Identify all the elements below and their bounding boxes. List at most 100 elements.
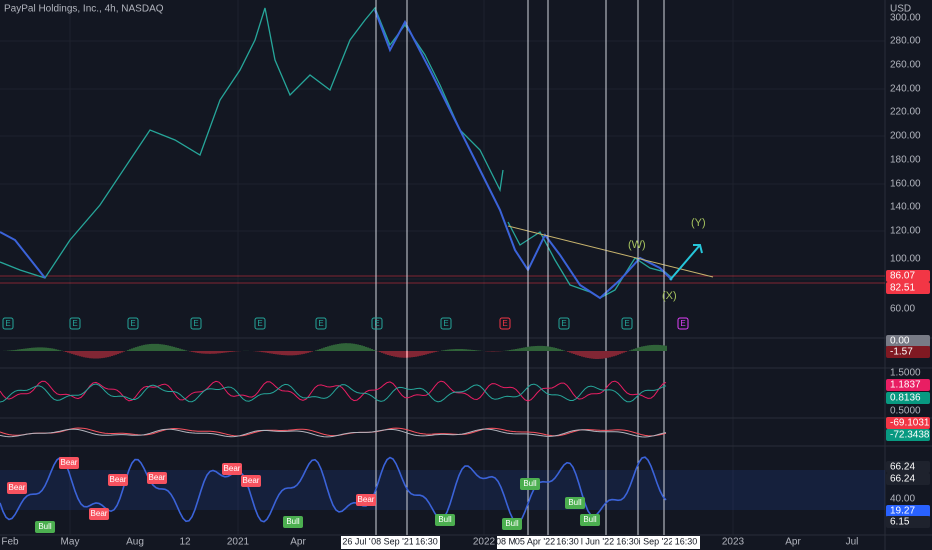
indicator-badge: 0.8136: [890, 393, 921, 404]
earnings-marker: [558, 317, 570, 330]
earnings-marker: [190, 317, 202, 330]
signal-tag: [108, 474, 128, 486]
arrow-head: [693, 244, 703, 254]
projection-arrow: [669, 244, 701, 281]
crosshair-lines: [375, 0, 665, 535]
crosshair-time-label: 08 M: [496, 536, 516, 546]
trend-curve: [0, 231, 46, 279]
indicator-badge: -72.3438: [890, 430, 930, 441]
earnings-label: E: [561, 319, 566, 328]
crosshair-time-bg: [615, 536, 640, 549]
signal-label: Bear: [224, 464, 241, 473]
earnings-marker: [440, 317, 452, 330]
time-tick-label: 2021: [227, 537, 250, 548]
signal-tag: [565, 497, 585, 509]
time-tick-label: Apr: [290, 537, 306, 548]
earnings-marker: [254, 317, 266, 330]
indicator-badge-bg: [886, 346, 930, 358]
earnings-marker: [677, 317, 689, 330]
time-tick-label: 2022: [473, 537, 496, 548]
earnings-marker: [127, 317, 139, 330]
price-tick-label: 120.00: [890, 226, 921, 237]
crosshair-time-bg: [580, 536, 615, 549]
time-tick-label: Feb: [1, 537, 19, 548]
signal-tag: [147, 472, 167, 484]
crosshair-time-label: 05 Apr '22: [515, 536, 555, 546]
signal-tag: [580, 514, 600, 526]
earnings-marker: [2, 317, 14, 330]
signal-tag: [356, 494, 376, 506]
signal-tag: [520, 478, 540, 490]
symbol-title: PayPal Holdings, Inc., 4h, NASDAQ: [4, 4, 164, 15]
signal-label: Bull: [523, 479, 537, 488]
time-tick-label: 12: [179, 537, 191, 548]
indicator-badge-bg: [886, 392, 930, 404]
indicator-badge: -69.1031: [890, 418, 930, 429]
indicator-badge-bg: [886, 417, 930, 429]
wave-label: (Y): [691, 217, 706, 229]
signal-label: Bull: [286, 517, 300, 526]
signal-tag: [222, 463, 242, 475]
oscillator-line: [0, 456, 667, 524]
signal-tag: [7, 482, 27, 494]
indicator-badge: 0.5000: [890, 406, 921, 417]
price-badge: 82.51: [890, 283, 915, 294]
crosshair-time-bg: [341, 536, 372, 549]
crosshair-time-bg: [640, 536, 672, 549]
price-tick-label: 60.00: [890, 304, 915, 315]
crosshair-time-label: 26 Jul ': [342, 536, 371, 546]
signal-tag: [502, 518, 522, 530]
earnings-marker: [621, 317, 633, 330]
indicator-badge: 66.24: [890, 474, 915, 485]
earnings-label: E: [318, 319, 323, 328]
signal-label: Bear: [9, 483, 26, 492]
signal-tag: [241, 475, 261, 487]
indicator-badge-bg: [886, 379, 930, 391]
signal-label: Bear: [358, 495, 375, 504]
earnings-label: E: [502, 319, 507, 328]
crosshair-time-bg: [515, 536, 555, 549]
price-tick-label: 100.00: [890, 254, 921, 265]
indicator-badge: 66.24: [890, 462, 915, 473]
indicator-badge: -1.57: [890, 347, 913, 358]
price-candles: [0, 6, 504, 279]
crosshair-time-bg: [372, 536, 413, 549]
earnings-marker: [69, 317, 81, 330]
indicator-badge-bg: [886, 429, 930, 441]
signal-tag: [35, 521, 55, 533]
crosshair-time-bg: [672, 536, 700, 549]
time-tick-label: 2023: [722, 537, 745, 548]
stoch-band: [0, 470, 885, 510]
indicator-badge: 6.15: [890, 517, 910, 528]
crosshair-time-label: l Jun '22: [581, 536, 614, 546]
indicator-badge: 19.27: [890, 506, 915, 517]
price-tick-label: 160.00: [890, 179, 921, 190]
time-tick-label: Apr: [785, 537, 801, 548]
earnings-label: E: [130, 319, 135, 328]
signal-tag: [435, 514, 455, 526]
signal-tag: [59, 457, 79, 469]
signal-label: Bear: [110, 475, 127, 484]
signal-label: Bull: [583, 515, 597, 524]
earnings-label: E: [72, 319, 77, 328]
indicator-badge-bg: [886, 335, 930, 347]
price-tick-label: 180.00: [890, 155, 921, 166]
price-tick-label: 200.00: [890, 131, 921, 142]
time-tick-label: May: [61, 537, 80, 548]
earnings-label: E: [257, 319, 262, 328]
price-tick-label: 140.00: [890, 202, 921, 213]
crosshair-time-bg: [413, 536, 440, 549]
signal-label: Bull: [568, 498, 582, 507]
indicator-badge: 0.00: [890, 336, 910, 347]
indicator-badge: 40.00: [890, 494, 915, 505]
wave-label: (X): [662, 290, 677, 302]
indicator-badge: 1.5000: [890, 368, 921, 379]
price-badge: 86.07: [890, 271, 915, 282]
currency: USD: [890, 4, 911, 15]
crosshair-time-label: 08 Sep '21: [371, 536, 414, 546]
earnings-label: E: [443, 319, 448, 328]
oscillator-line: [0, 383, 667, 403]
